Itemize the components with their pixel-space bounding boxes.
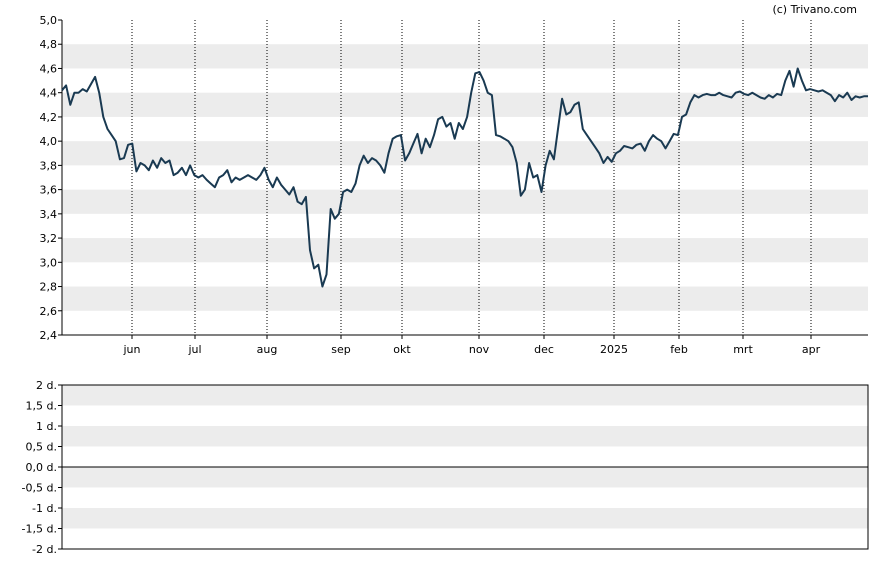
price-panel: 5,0 4,8 4,6 4,4 4,2 4,0 3,8 3,6 3,4 3,2 3,0 2,8 2,6 2… xyxy=(40,14,868,356)
x-tick-label: nov xyxy=(469,343,490,356)
grid-band xyxy=(62,508,868,529)
panel-frame xyxy=(61,384,869,550)
x-tick-label: apr xyxy=(802,343,821,356)
y-tick-label: 4,0 xyxy=(40,135,58,148)
x-tick-label: 2025 xyxy=(600,343,628,356)
x-tick-label: sep xyxy=(331,343,350,356)
grid-band xyxy=(62,385,868,406)
y-tick-label: 2 d. xyxy=(36,379,57,392)
y-tick-label: 3,0 xyxy=(40,256,58,269)
y-tick-label: 4,2 xyxy=(40,111,58,124)
y-tick-label: 2,4 xyxy=(40,329,58,342)
y-tick-label: 4,8 xyxy=(40,38,58,51)
x-tick-label: aug xyxy=(257,343,278,356)
grid-band xyxy=(62,238,868,263)
credit-label: (c) Trivano.com xyxy=(772,3,857,16)
y-tick-label: 0,0 d. xyxy=(26,461,57,474)
y-tick-label: -2 d. xyxy=(32,543,57,556)
grid-band xyxy=(62,286,868,311)
grid-band xyxy=(62,92,868,117)
volume-panel: 2 d. 1,5 d. 1 d. 0,5 d. 0,0 d. -0,5 d. -1 d. -1… xyxy=(22,379,869,556)
y-tick-label: -1,5 d. xyxy=(22,523,57,536)
x-tick-label: mrt xyxy=(733,343,753,356)
y-tick-label: 3,8 xyxy=(40,159,58,172)
y-tick-label: -1 d. xyxy=(32,502,57,515)
y-tick-label: 2,8 xyxy=(40,281,58,294)
y-tick-label: 0,5 d. xyxy=(26,441,57,454)
x-tick-label: feb xyxy=(670,343,688,356)
price-line xyxy=(61,67,868,288)
grid-band xyxy=(62,189,868,214)
y-tick-label: 4,6 xyxy=(40,62,58,75)
y-tick-label: 4,4 xyxy=(40,87,58,100)
grid-band xyxy=(62,426,868,447)
y-tick-label: 3,2 xyxy=(40,232,58,245)
y-tick-label: 3,4 xyxy=(40,208,58,221)
x-tick-label: jul xyxy=(187,343,201,356)
grid-band xyxy=(62,141,868,166)
y-tick-label: 5,0 xyxy=(40,14,58,27)
y-tick-label: 1 d. xyxy=(36,420,57,433)
grid-band xyxy=(62,44,868,69)
y-tick-label: 2,6 xyxy=(40,305,58,318)
grid-band xyxy=(62,467,868,488)
y-tick-label: 1,5 d. xyxy=(26,400,57,413)
x-tick-label: dec xyxy=(534,343,554,356)
x-tick-label: okt xyxy=(393,343,411,356)
y-tick-label: -0,5 d. xyxy=(22,482,57,495)
x-tick-label: jun xyxy=(123,343,141,356)
y-tick-label: 3,6 xyxy=(40,184,58,197)
